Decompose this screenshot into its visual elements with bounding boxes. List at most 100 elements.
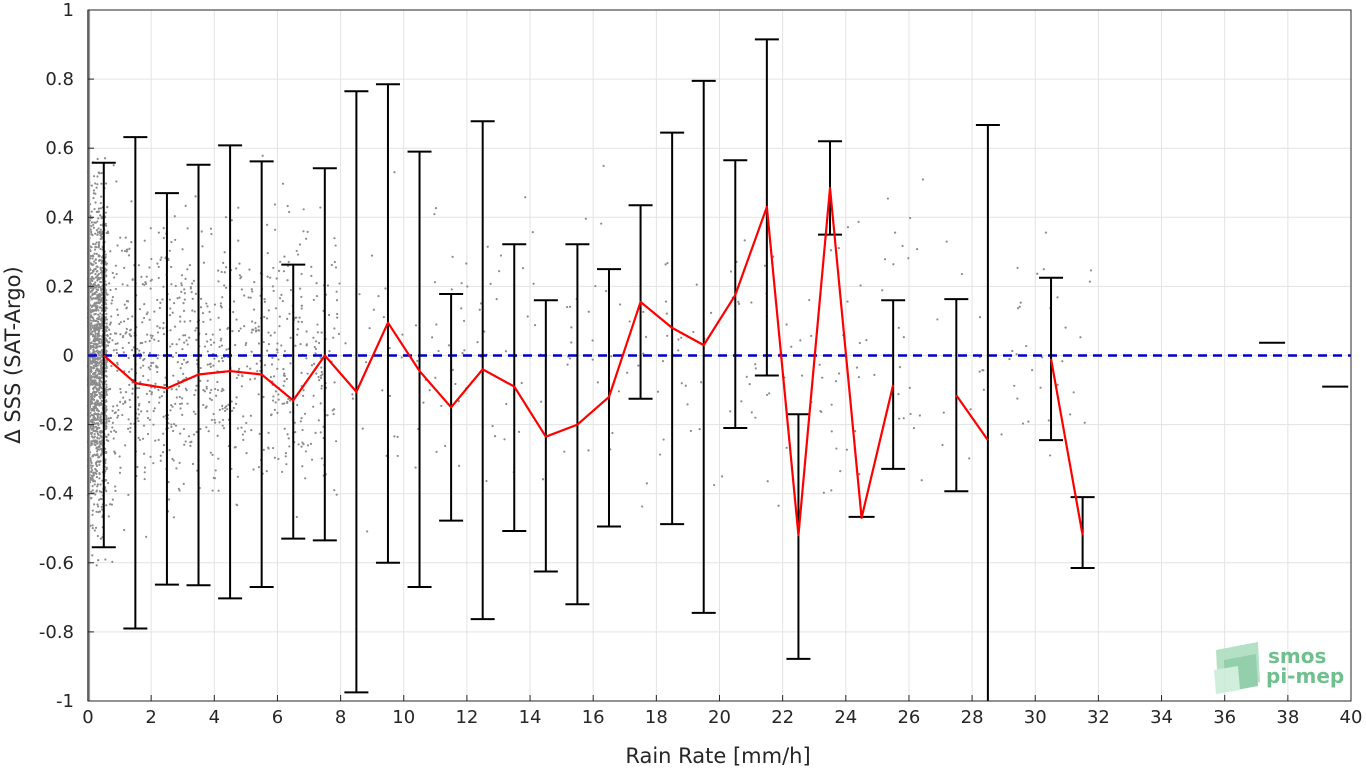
- scatter-point: [115, 272, 118, 276]
- scatter-point: [317, 341, 321, 345]
- y-tick-label: 0.8: [45, 69, 74, 90]
- scatter-point: [95, 265, 98, 268]
- scatter-point: [149, 455, 152, 458]
- scatter-point: [92, 474, 95, 477]
- scatter-point: [94, 327, 97, 330]
- scatter-point: [834, 380, 838, 383]
- scatter-point: [98, 448, 101, 451]
- scatter-point: [245, 342, 248, 345]
- scatter-point: [206, 350, 209, 353]
- scatter-point: [95, 323, 98, 326]
- scatter-point: [335, 493, 338, 496]
- scatter-point: [148, 401, 151, 404]
- scatter-point: [116, 369, 119, 372]
- scatter-point: [111, 339, 114, 342]
- scatter-point: [135, 387, 139, 390]
- scatter-point: [293, 421, 296, 424]
- scatter-point: [94, 297, 97, 300]
- scatter-point: [98, 386, 101, 389]
- scatter-point: [246, 365, 249, 368]
- scatter-point: [94, 471, 97, 474]
- scatter-point: [591, 339, 594, 342]
- scatter-point: [92, 367, 95, 370]
- scatter-point: [221, 296, 224, 299]
- scatter-point: [183, 298, 186, 301]
- y-tick-label: 0: [63, 346, 74, 367]
- scatter-point: [191, 282, 194, 285]
- scatter-point: [91, 418, 94, 421]
- scatter-point: [98, 395, 101, 398]
- scatter-point: [201, 245, 204, 248]
- scatter-point: [222, 261, 225, 264]
- scatter-point: [763, 264, 766, 267]
- scatter-point: [91, 359, 94, 362]
- scatter-point: [689, 429, 692, 433]
- scatter-point: [90, 466, 93, 469]
- scatter-point: [138, 438, 142, 442]
- scatter-point: [388, 394, 392, 397]
- scatter-point: [104, 558, 107, 561]
- scatter-point: [114, 411, 117, 414]
- scatter-point: [700, 381, 703, 384]
- scatter-point: [111, 299, 114, 302]
- scatter-point: [221, 359, 224, 363]
- scatter-point: [334, 244, 337, 247]
- scatter-point: [93, 421, 96, 424]
- scatter-point: [93, 435, 96, 438]
- scatter-point: [108, 328, 111, 331]
- x-tick-label: 30: [1024, 707, 1047, 728]
- scatter-point: [173, 423, 176, 426]
- scatter-point: [101, 296, 104, 300]
- scatter-point: [138, 387, 141, 390]
- scatter-point: [174, 402, 177, 405]
- scatter-point: [750, 411, 753, 414]
- scatter-point: [457, 400, 460, 403]
- scatter-point: [299, 343, 302, 346]
- scatter-point: [157, 339, 160, 343]
- scatter-point: [97, 422, 100, 425]
- scatter-point: [192, 410, 196, 413]
- scatter-point: [205, 387, 208, 390]
- scatter-point: [126, 317, 130, 321]
- scatter-point: [94, 258, 97, 261]
- scatter-point: [239, 277, 242, 280]
- scatter-point: [210, 388, 213, 392]
- scatter-point: [320, 384, 323, 387]
- scatter-point: [190, 291, 193, 294]
- scatter-point: [235, 318, 238, 321]
- scatter-point: [641, 505, 644, 508]
- scatter-point: [858, 473, 861, 476]
- scatter-point: [591, 358, 594, 361]
- scatter-point: [485, 479, 488, 483]
- scatter-point: [148, 389, 151, 393]
- scatter-point: [239, 327, 242, 330]
- scatter-point: [180, 402, 183, 405]
- scatter-point: [93, 483, 96, 486]
- scatter-point: [97, 426, 100, 429]
- scatter-point: [190, 440, 193, 443]
- scatter-point: [211, 489, 214, 492]
- scatter-point: [261, 154, 264, 157]
- scatter-point: [93, 529, 96, 532]
- scatter-point: [98, 383, 102, 386]
- scatter-point: [105, 318, 108, 321]
- scatter-point: [221, 404, 224, 408]
- scatter-point: [945, 240, 948, 243]
- scatter-point: [114, 342, 117, 346]
- scatter-point: [94, 272, 97, 276]
- scatter-point: [253, 281, 256, 284]
- scatter-point: [199, 306, 203, 309]
- scatter-point: [790, 345, 793, 348]
- scatter-point: [251, 320, 254, 323]
- scatter-point: [105, 312, 108, 316]
- scatter-point: [107, 341, 110, 344]
- scatter-point: [276, 351, 279, 354]
- scatter-point: [263, 298, 266, 301]
- scatter-point: [941, 443, 944, 447]
- scatter-point: [168, 249, 171, 252]
- scatter-point: [93, 350, 96, 353]
- scatter-point: [1039, 386, 1042, 389]
- scatter-point: [280, 344, 283, 347]
- scatter-point: [145, 275, 148, 278]
- scatter-point: [272, 289, 275, 293]
